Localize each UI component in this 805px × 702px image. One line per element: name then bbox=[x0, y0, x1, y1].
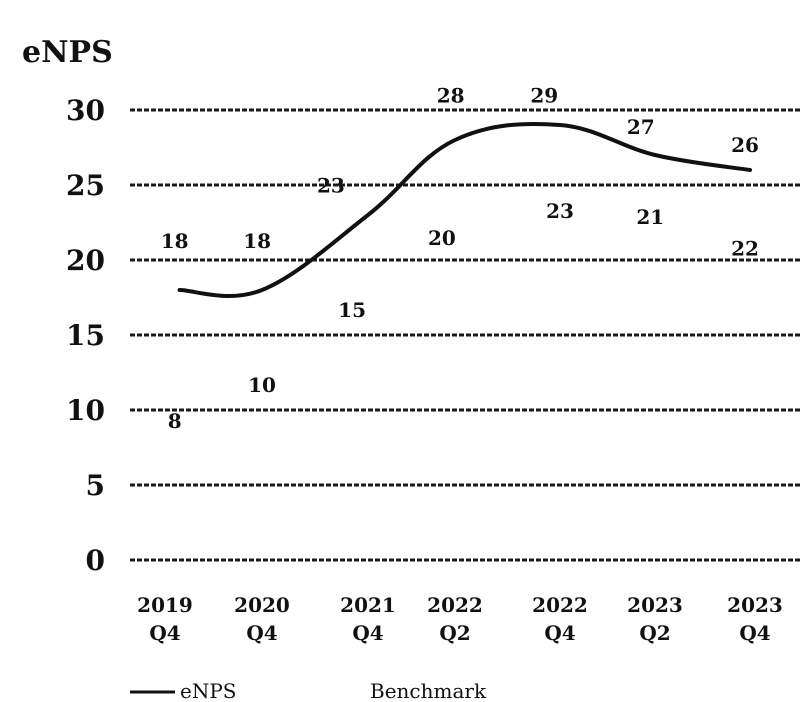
enps-data-label: 23 bbox=[317, 174, 345, 198]
enps-data-label: 29 bbox=[530, 84, 558, 108]
legend: eNPS Benchmark bbox=[130, 679, 487, 702]
x-tick-label: 2019 bbox=[137, 593, 193, 617]
enps-data-label: 27 bbox=[627, 115, 655, 139]
y-axis-title: eNPS bbox=[22, 35, 113, 70]
x-tick-label: Q4 bbox=[246, 621, 277, 645]
y-tick-label: 5 bbox=[86, 469, 105, 502]
enps-data-label: 28 bbox=[437, 84, 465, 108]
x-tick-label: Q2 bbox=[639, 621, 670, 645]
benchmark-data-label: 8 bbox=[168, 409, 182, 433]
enps-data-label: 18 bbox=[161, 229, 189, 253]
legend-benchmark-label: Benchmark bbox=[370, 679, 487, 702]
y-tick-label: 0 bbox=[86, 544, 105, 577]
x-tick-label: Q4 bbox=[149, 621, 180, 645]
y-tick-label: 30 bbox=[66, 94, 105, 127]
axis-labels: eNPS0510152025302019Q42020Q42021Q42022Q2… bbox=[22, 35, 783, 645]
benchmark-data-label: 21 bbox=[636, 205, 664, 229]
data-labels: 18 18 23 28 29 27 26 8 10 15 20 23 21 22 bbox=[161, 84, 759, 434]
x-tick-label: 2021 bbox=[340, 593, 396, 617]
x-tick-label: Q4 bbox=[544, 621, 575, 645]
x-tick-label: 2022 bbox=[532, 593, 588, 617]
x-tick-label: 2022 bbox=[427, 593, 483, 617]
benchmark-data-label: 20 bbox=[428, 226, 456, 250]
x-tick-label: Q4 bbox=[352, 621, 383, 645]
x-tick-label: Q2 bbox=[439, 621, 470, 645]
y-tick-label: 25 bbox=[66, 169, 105, 202]
benchmark-data-label: 15 bbox=[338, 298, 366, 322]
grid-lines bbox=[130, 108, 800, 562]
y-tick-label: 20 bbox=[66, 244, 105, 277]
x-tick-label: 2023 bbox=[627, 593, 683, 617]
enps-data-label: 18 bbox=[243, 229, 271, 253]
legend-enps-label: eNPS bbox=[180, 679, 237, 702]
x-tick-label: 2023 bbox=[727, 593, 783, 617]
enps-series-line bbox=[177, 121, 752, 298]
benchmark-data-label: 23 bbox=[546, 199, 574, 223]
x-tick-label: 2020 bbox=[234, 593, 290, 617]
benchmark-data-label: 10 bbox=[248, 373, 276, 397]
x-tick-label: Q4 bbox=[739, 621, 770, 645]
enps-data-label: 26 bbox=[731, 133, 759, 157]
y-tick-label: 15 bbox=[66, 319, 105, 352]
y-tick-label: 10 bbox=[66, 394, 105, 427]
benchmark-data-label: 22 bbox=[731, 237, 759, 261]
